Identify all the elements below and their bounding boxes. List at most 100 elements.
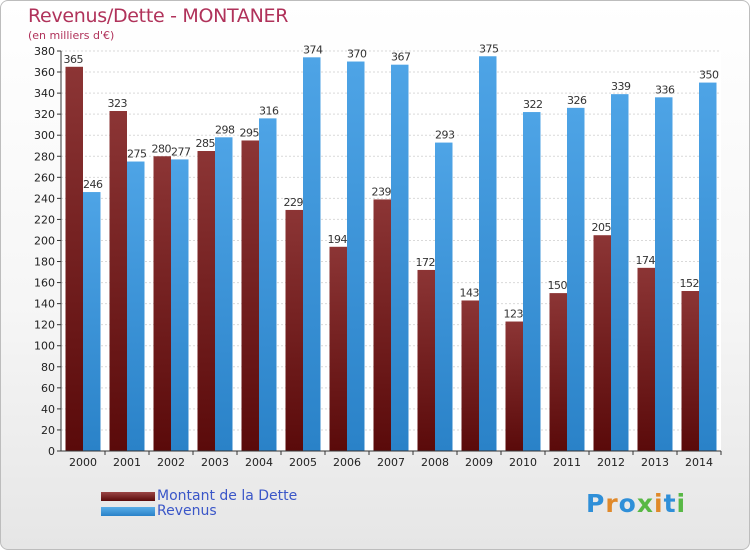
bar-revenus	[215, 137, 233, 451]
x-tick-label: 2011	[553, 456, 581, 469]
x-tick-label: 2000	[69, 456, 97, 469]
data-label-revenus: 339	[611, 80, 631, 93]
data-label-dette: 280	[152, 142, 172, 155]
data-label-dette: 239	[372, 185, 392, 198]
data-label-dette: 229	[284, 196, 304, 209]
data-label-dette: 285	[196, 137, 216, 150]
y-tick-label: 260	[34, 171, 55, 184]
y-tick-label: 80	[41, 361, 55, 374]
data-label-dette: 205	[592, 221, 612, 234]
bar-dette	[417, 269, 435, 451]
y-tick-label: 180	[34, 256, 55, 269]
legend-swatch-dette	[101, 491, 155, 501]
bar-dette	[329, 246, 347, 451]
bar-revenus	[567, 107, 585, 451]
x-tick-label: 2004	[245, 456, 273, 469]
data-label-dette: 194	[328, 233, 348, 246]
bar-dette	[461, 300, 479, 451]
data-label-dette: 174	[636, 254, 656, 267]
bar-revenus	[303, 57, 321, 451]
bar-revenus	[435, 142, 453, 451]
y-tick-label: 160	[34, 277, 55, 290]
data-label-dette: 143	[460, 286, 480, 299]
data-label-dette: 365	[64, 53, 84, 66]
data-label-revenus: 293	[435, 129, 455, 142]
data-label-revenus: 367	[391, 51, 411, 64]
y-tick-label: 100	[34, 340, 55, 353]
x-tick-label: 2010	[509, 456, 537, 469]
legend-label-revenus: Revenus	[157, 503, 217, 519]
bar-revenus	[479, 56, 497, 452]
y-tick-label: 280	[34, 150, 55, 163]
bar-revenus	[655, 97, 673, 451]
x-tick-label: 2005	[289, 456, 317, 469]
y-tick-label: 320	[34, 108, 55, 121]
bar-revenus	[523, 112, 541, 451]
x-tick-label: 2013	[641, 456, 669, 469]
bar-dette	[197, 151, 215, 451]
x-tick-label: 2002	[157, 456, 185, 469]
logo-letter: t	[663, 489, 677, 518]
bar-dette	[109, 111, 127, 451]
x-tick-label: 2009	[465, 456, 493, 469]
bar-dette	[65, 66, 83, 451]
bar-revenus	[391, 64, 409, 452]
logo-letter: P	[586, 489, 606, 518]
data-label-dette: 295	[240, 126, 260, 139]
data-label-revenus: 322	[523, 98, 543, 111]
y-tick-label: 220	[34, 213, 55, 226]
y-tick-label: 240	[34, 192, 55, 205]
bar-dette	[637, 267, 655, 451]
data-label-dette: 152	[680, 277, 700, 290]
bar-dette	[241, 140, 259, 451]
y-tick-label: 60	[41, 382, 55, 395]
y-tick-label: 120	[34, 319, 55, 332]
x-tick-label: 2003	[201, 456, 229, 469]
bar-dette	[285, 209, 303, 451]
data-label-revenus: 298	[215, 123, 235, 136]
logo-letter: r	[605, 489, 619, 518]
data-label-revenus: 326	[567, 94, 587, 107]
bar-dette	[153, 156, 171, 451]
y-tick-label: 200	[34, 234, 55, 247]
data-label-revenus: 277	[171, 145, 191, 158]
data-label-revenus: 374	[303, 43, 323, 56]
y-tick-label: 140	[34, 298, 55, 311]
data-label-revenus: 350	[699, 69, 719, 82]
x-tick-label: 2006	[333, 456, 361, 469]
data-label-dette: 150	[548, 279, 568, 292]
chart-title: Revenus/Dette - MONTANER	[28, 5, 289, 27]
bar-dette	[549, 293, 567, 451]
legend-item-revenus: Revenus	[101, 503, 217, 519]
bar-revenus	[611, 94, 629, 451]
data-label-revenus: 246	[83, 178, 103, 191]
x-tick-label: 2012	[597, 456, 625, 469]
logo-letter: x	[636, 489, 654, 518]
data-label-revenus: 370	[347, 48, 367, 61]
bar-revenus	[259, 118, 277, 452]
data-label-dette: 172	[416, 256, 436, 269]
x-tick-label: 2001	[113, 456, 141, 469]
y-tick-label: 0	[48, 445, 55, 458]
bar-dette	[373, 199, 391, 451]
bar-dette	[505, 321, 523, 451]
y-tick-label: 300	[34, 129, 55, 142]
bar-revenus	[83, 192, 101, 452]
x-tick-label: 2007	[377, 456, 405, 469]
proxiti-logo: Proxiti	[586, 489, 686, 518]
bar-dette	[681, 291, 699, 451]
logo-letter: o	[618, 489, 637, 518]
data-label-dette: 123	[504, 308, 524, 321]
bar-revenus	[127, 161, 145, 452]
bar-revenus	[171, 159, 189, 451]
legend-label-dette: Montant de la Dette	[157, 488, 298, 504]
y-tick-label: 380	[34, 45, 55, 58]
bar-revenus	[699, 82, 717, 451]
chart-subtitle: (en milliers d'€)	[28, 29, 115, 42]
legend-swatch-revenus	[101, 506, 155, 516]
legend-item-dette: Montant de la Dette	[101, 488, 297, 504]
x-tick-label: 2014	[685, 456, 713, 469]
bar-revenus	[347, 61, 365, 452]
